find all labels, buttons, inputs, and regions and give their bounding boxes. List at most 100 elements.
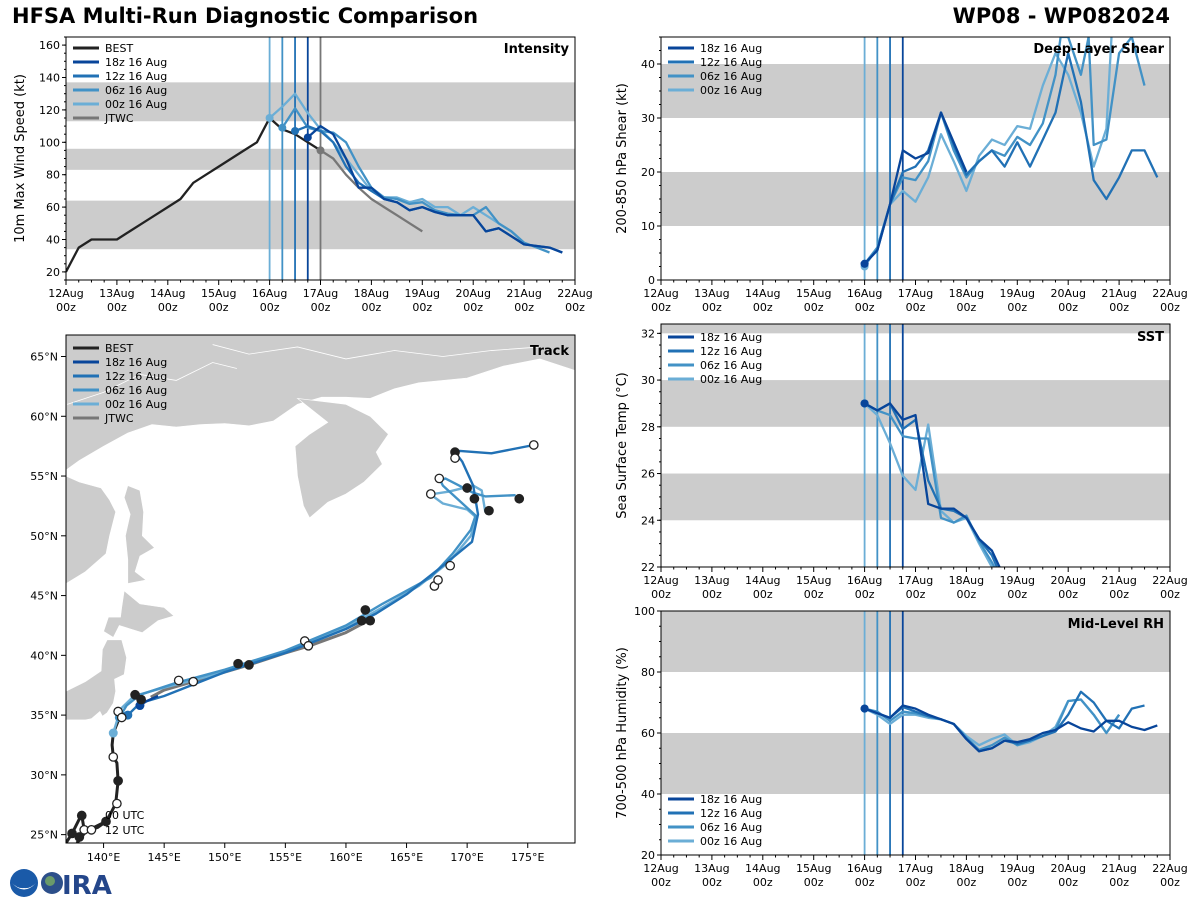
x-tick-label-date: 20Aug <box>1050 862 1085 875</box>
lon-tick-label: 175°E <box>511 851 544 864</box>
legend-label: 06z 16 Aug <box>700 70 762 83</box>
x-tick-label-date: 13Aug <box>694 862 729 875</box>
x-tick-label-date: 18Aug <box>949 287 984 300</box>
x-tick-label-date: 12Aug <box>48 287 83 300</box>
x-tick-label-hour: 00z <box>804 876 824 889</box>
lat-tick-label: 40°N <box>30 649 58 662</box>
y-tick-label: 28 <box>641 421 655 434</box>
marker-12utc <box>76 810 87 821</box>
land-mass <box>66 639 127 721</box>
legend-item: 12z 16 Aug <box>668 345 762 358</box>
panel-title: Deep-Layer Shear <box>1033 42 1164 57</box>
x-tick-label-hour: 00z <box>702 301 722 314</box>
noaa-logo-icon <box>10 869 38 897</box>
x-tick-label-hour: 00z <box>651 876 671 889</box>
legend-label: 12z 16 Aug <box>700 345 762 358</box>
init-point-marker <box>316 146 325 155</box>
plot-area <box>661 37 1170 280</box>
x-tick-label-date: 16Aug <box>847 287 882 300</box>
y-tick-label: 20 <box>641 166 655 179</box>
plot-area <box>661 324 1170 567</box>
x-tick-label-hour: 00z <box>957 588 977 601</box>
x-tick-label-hour: 00z <box>158 301 178 314</box>
x-tick-label-date: 12Aug <box>643 287 678 300</box>
x-tick-label-hour: 00z <box>107 301 127 314</box>
x-tick-label-hour: 00z <box>855 876 875 889</box>
legend-item: 18z 16 Aug <box>73 356 167 369</box>
legend-label: 06z 16 Aug <box>105 84 167 97</box>
y-tick-label: 40 <box>641 788 655 801</box>
sst-panel: 22242628303212Aug00z13Aug00z14Aug00z15Au… <box>615 323 1188 601</box>
x-tick-label-hour: 00z <box>565 301 585 314</box>
legend-item: 00z 16 Aug <box>73 98 167 111</box>
lat-tick-label: 35°N <box>30 709 58 722</box>
legend-label: 18z 16 Aug <box>105 356 167 369</box>
x-tick-label-hour: 00z <box>957 876 977 889</box>
marker-key-00utc: 00 UTC <box>105 809 145 822</box>
land-mass <box>294 397 389 519</box>
x-tick-label-hour: 00z <box>1160 588 1180 601</box>
marker-00utc <box>86 825 97 835</box>
y-tick-label: 0 <box>648 274 655 287</box>
land-mass <box>123 485 155 584</box>
y-axis-label: 700-500 hPa Humidity (%) <box>615 647 630 819</box>
x-tick-label-date: 13Aug <box>694 287 729 300</box>
x-tick-label-hour: 00z <box>1058 301 1078 314</box>
x-tick-label-hour: 00z <box>1160 876 1180 889</box>
lat-tick-label: 50°N <box>30 530 58 543</box>
x-tick-label-hour: 00z <box>753 876 773 889</box>
panel-title: Track <box>530 344 569 359</box>
legend-label: 12z 16 Aug <box>700 56 762 69</box>
init-point-marker <box>278 123 287 132</box>
x-tick-label-date: 16Aug <box>847 862 882 875</box>
lon-tick-label: 145°E <box>147 851 180 864</box>
y-tick-label: 40 <box>46 234 60 247</box>
y-axis-label: 10m Max Wind Speed (kt) <box>13 74 28 243</box>
land-mass <box>66 335 575 471</box>
x-tick-label-hour: 00z <box>1058 876 1078 889</box>
border-line <box>67 362 237 405</box>
x-tick-label-date: 22Aug <box>557 287 592 300</box>
x-tick-label-hour: 00z <box>260 301 280 314</box>
legend-item: 18z 16 Aug <box>668 42 762 55</box>
legend-item: 00z 16 Aug <box>668 373 762 386</box>
legend-label: JTWC <box>104 412 134 425</box>
x-tick-label-date: 12Aug <box>643 574 678 587</box>
legend-item: 12z 16 Aug <box>668 807 762 820</box>
y-tick-label: 100 <box>634 605 655 618</box>
x-tick-label-hour: 00z <box>702 588 722 601</box>
x-tick-label-date: 19Aug <box>405 287 440 300</box>
series-line-jtwc <box>319 149 423 233</box>
marker-key-12utc: 12 UTC <box>105 824 145 837</box>
marker-12utc <box>233 658 243 669</box>
intensity-panel: 2040608010012014016012Aug00z13Aug00z14Au… <box>13 36 593 314</box>
series-line-18z-16-aug <box>307 124 563 254</box>
y-tick-label: 30 <box>641 374 655 387</box>
legend-item: JTWC <box>73 112 134 125</box>
x-tick-label-date: 21Aug <box>1101 862 1136 875</box>
x-tick-label-date: 21Aug <box>1101 574 1136 587</box>
series-line-06z-16-aug <box>281 107 550 254</box>
x-tick-label-date: 15Aug <box>201 287 236 300</box>
panel-title: SST <box>1137 330 1164 345</box>
x-tick-label-date: 18Aug <box>949 862 984 875</box>
lon-tick-label: 140°E <box>87 851 120 864</box>
track-init-point <box>108 728 118 738</box>
legend-item: 00z 16 Aug <box>668 84 762 97</box>
legend-item: 18z 16 Aug <box>668 793 762 806</box>
x-tick-label-hour: 00z <box>702 876 722 889</box>
x-tick-label-hour: 00z <box>1109 588 1129 601</box>
panel-title: Intensity <box>504 42 570 57</box>
cira-wordmark: IRA <box>62 871 112 900</box>
series-line-00z-16-aug <box>863 37 1113 268</box>
x-tick-label-date: 18Aug <box>949 574 984 587</box>
plot-area <box>66 37 575 280</box>
x-tick-label-date: 15Aug <box>796 574 831 587</box>
x-tick-label-date: 17Aug <box>898 862 933 875</box>
threshold-band <box>661 611 1170 672</box>
x-tick-label-hour: 00z <box>1109 876 1129 889</box>
threshold-band <box>661 324 1170 334</box>
y-tick-label: 40 <box>641 58 655 71</box>
